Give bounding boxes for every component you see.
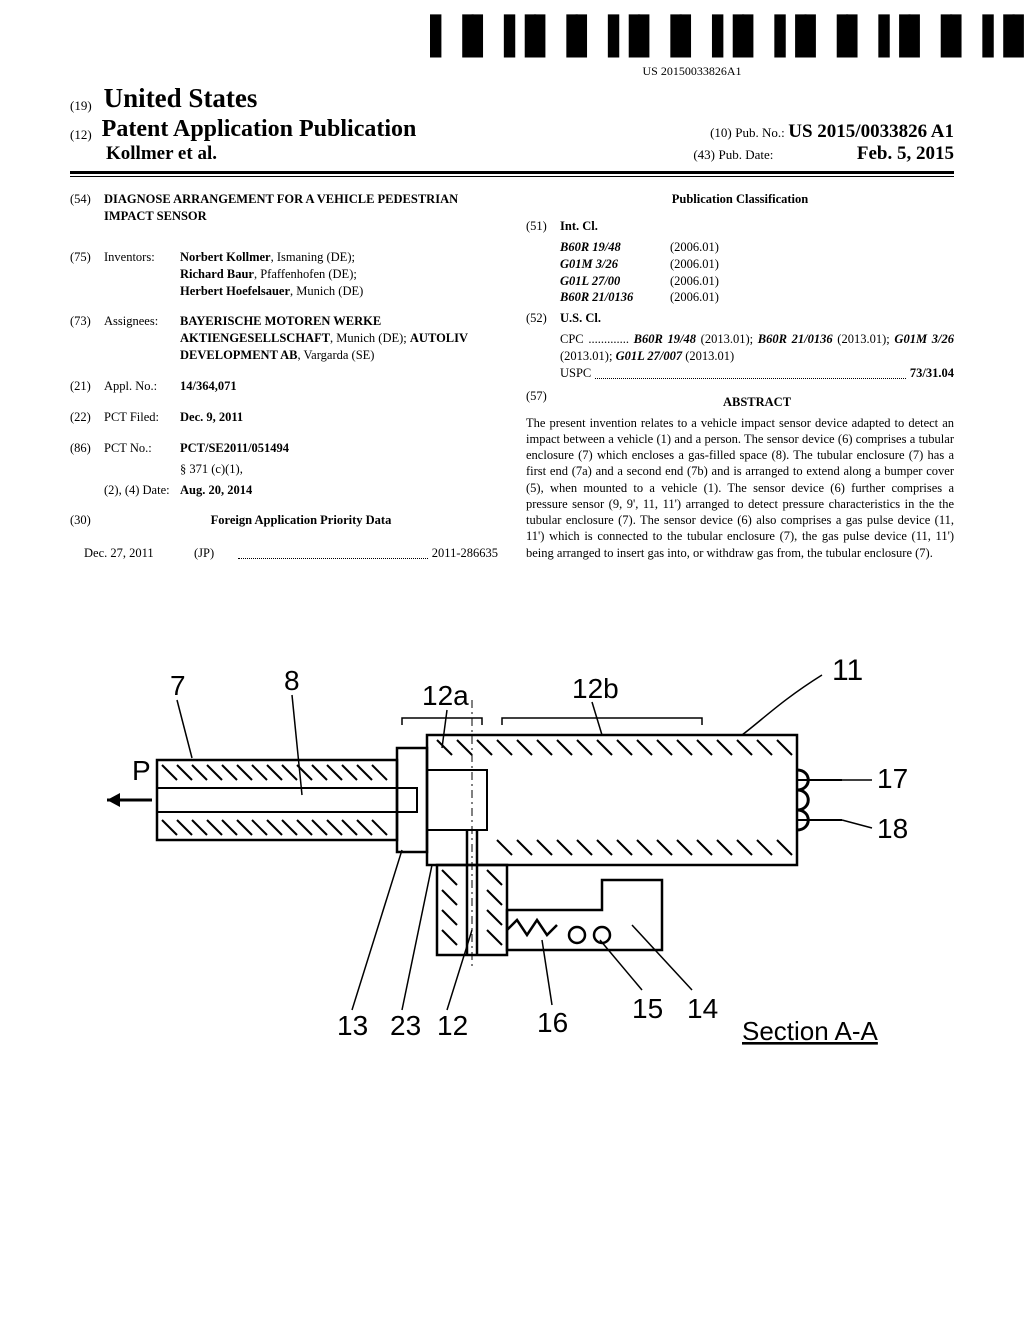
assignees-list: BAYERISCHE MOTOREN WERKE AKTIENGESELLSCH…: [180, 313, 498, 364]
pct-filed-label: PCT Filed:: [104, 409, 180, 426]
fig-label-12: 12: [437, 1010, 468, 1041]
pct-filed-code: (22): [70, 409, 104, 426]
doc-type: Patent Application Publication: [102, 116, 417, 143]
fig-label-14: 14: [687, 993, 718, 1024]
fig-label-17: 17: [877, 763, 908, 794]
foreign-header: Foreign Application Priority Data: [104, 512, 498, 529]
inventor-name: Richard Baur: [180, 267, 254, 281]
pub-date-code: (43): [693, 147, 715, 162]
appl-code: (21): [70, 378, 104, 395]
inventors-label: Inventors:: [104, 249, 180, 300]
inventors-list: Norbert Kollmer, Ismaning (DE); Richard …: [180, 249, 498, 300]
inventor-name: Norbert Kollmer: [180, 250, 271, 264]
fig-label-11: 11: [832, 654, 863, 687]
patent-figure: 7 8 P 12a 12b 11 17 18 13 23 12 16 15 14…: [0, 640, 1024, 1065]
pct-371-date-label: (2), (4) Date:: [104, 482, 180, 499]
int-cl-entry: G01M 3/26: [560, 256, 670, 273]
uspc-label: USPC: [560, 365, 591, 382]
cpc-prefix: CPC: [560, 332, 584, 346]
fig-label-12a: 12a: [422, 680, 469, 711]
fig-label-15: 15: [632, 993, 663, 1024]
assignees-label: Assignees:: [104, 313, 180, 364]
title-code: (54): [70, 191, 104, 225]
assignee-loc: , Vargarda (SE): [298, 348, 375, 362]
fig-label-23: 23: [390, 1010, 421, 1041]
fig-label-13: 13: [337, 1010, 368, 1041]
inventor-loc: , Munich (DE): [290, 284, 363, 298]
pct-no-label: PCT No.:: [104, 440, 180, 457]
appl-no: 14/364,071: [180, 378, 498, 395]
inventor-loc: , Ismaning (DE);: [271, 250, 355, 264]
us-cl-code: (52): [526, 310, 560, 327]
invention-title: DIAGNOSE ARRANGEMENT FOR A VEHICLE PEDES…: [104, 191, 498, 225]
pct-filed: Dec. 9, 2011: [180, 409, 498, 426]
pct-no: PCT/SE2011/051494: [180, 440, 498, 457]
int-cl-entry: B60R 19/48: [560, 239, 670, 256]
fig-label-12b: 12b: [572, 673, 619, 704]
int-cl-date: (2006.01): [670, 273, 719, 290]
int-cl-date: (2006.01): [670, 289, 719, 306]
int-cl-entry: B60R 21/0136: [560, 289, 670, 306]
fig-label-p: P: [132, 755, 151, 786]
foreign-country: (JP): [194, 545, 234, 562]
assignee-loc: , Munich (DE);: [330, 331, 407, 345]
doc-type-code: (12): [70, 127, 92, 143]
foreign-no: 2011-286635: [432, 545, 498, 562]
uspc-line: USPC 73/31.04: [560, 365, 954, 382]
pct-371-label: § 371 (c)(1),: [180, 461, 498, 478]
pub-no: US 2015/0033826 A1: [788, 121, 954, 142]
fig-label-16: 16: [537, 1007, 568, 1038]
int-cl-code: (51): [526, 218, 560, 235]
us-cl-label: U.S. Cl.: [560, 310, 601, 327]
barcode-number: US 20150033826A1: [430, 64, 954, 79]
pub-date-label: Pub. Date:: [719, 147, 774, 162]
fig-label-18: 18: [877, 813, 908, 844]
barcode: ▌▐▌▐▐▌▐▌▐▐▌▐▌▐▐▌▐▐▌▐▌▐▐▌▐▌▐▐▌▐▌▐▐▌▐▐▌▐▌▐…: [430, 24, 954, 62]
abstract-code: (57): [526, 388, 560, 415]
assignees-code: (73): [70, 313, 104, 364]
int-cl-table: B60R 19/48(2006.01) G01M 3/26(2006.01) G…: [560, 239, 954, 307]
inventor-loc: , Pfaffenhofen (DE);: [254, 267, 357, 281]
left-column: (54) DIAGNOSE ARRANGEMENT FOR A VEHICLE …: [70, 191, 498, 562]
abstract-text: The present invention relates to a vehic…: [526, 415, 954, 561]
foreign-code: (30): [70, 512, 104, 539]
right-column: Publication Classification (51) Int. Cl.…: [526, 191, 954, 562]
barcode-block: ▌▐▌▐▐▌▐▌▐▐▌▐▌▐▐▌▐▐▌▐▌▐▐▌▐▌▐▐▌▐▌▐▐▌▐▐▌▐▌▐…: [430, 24, 954, 79]
fig-section-label: Section A-A: [742, 1016, 879, 1046]
country: United States: [104, 83, 258, 114]
inventors-code: (75): [70, 249, 104, 300]
fig-label-7: 7: [170, 670, 186, 701]
inventor-name: Herbert Hoefelsauer: [180, 284, 290, 298]
pct-371-date: Aug. 20, 2014: [180, 482, 498, 499]
country-code: (19): [70, 98, 92, 114]
pub-no-code: (10): [710, 125, 732, 140]
uspc-value: 73/31.04: [910, 365, 954, 382]
int-cl-entry: G01L 27/00: [560, 273, 670, 290]
appl-label: Appl. No.:: [104, 378, 180, 395]
divider-thin: [70, 176, 954, 177]
authors: Kollmer et al.: [106, 143, 217, 165]
cpc-line: CPC ............. B60R 19/48 (2013.01); …: [560, 331, 954, 365]
divider-thick: [70, 171, 954, 174]
pub-date: Feb. 5, 2015: [857, 143, 954, 164]
abstract-header: ABSTRACT: [560, 394, 954, 411]
int-cl-date: (2006.01): [670, 239, 719, 256]
classification-header: Publication Classification: [526, 191, 954, 208]
foreign-date: Dec. 27, 2011: [84, 545, 194, 562]
pub-no-label: Pub. No.:: [735, 125, 784, 140]
fig-label-8: 8: [284, 665, 300, 696]
int-cl-date: (2006.01): [670, 256, 719, 273]
pct-no-code: (86): [70, 440, 104, 457]
foreign-priority-row: Dec. 27, 2011 (JP) 2011-286635: [84, 545, 498, 562]
int-cl-label: Int. Cl.: [560, 218, 598, 235]
